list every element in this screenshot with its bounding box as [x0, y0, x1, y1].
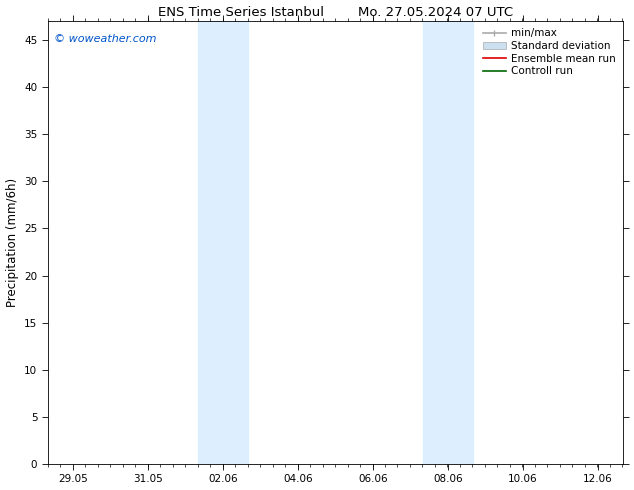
- Bar: [423, 21, 448, 464]
- Title: ENS Time Series Istanbul        Mo. 27.05.2024 07 UTC: ENS Time Series Istanbul Mo. 27.05.2024 …: [158, 5, 513, 19]
- Y-axis label: Precipitation (mm/6h): Precipitation (mm/6h): [6, 178, 18, 307]
- Legend: min/max, Standard deviation, Ensemble mean run, Controll run: min/max, Standard deviation, Ensemble me…: [481, 26, 618, 78]
- Text: © woweather.com: © woweather.com: [53, 34, 156, 45]
- Bar: [223, 21, 248, 464]
- Bar: [448, 21, 473, 464]
- Bar: [198, 21, 223, 464]
